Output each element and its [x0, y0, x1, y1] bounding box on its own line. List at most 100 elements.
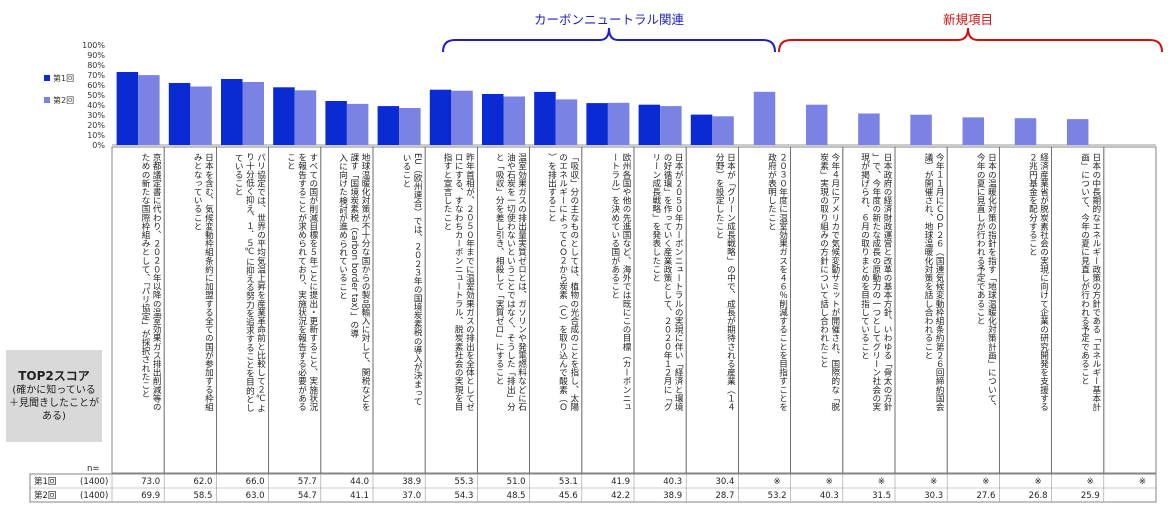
bar-series2	[555, 99, 578, 145]
bar-series1	[429, 89, 452, 145]
table-value: 26.8	[1029, 491, 1048, 501]
table-value: 53.1	[559, 477, 578, 487]
table-value: ※	[930, 477, 937, 487]
table-value: ※	[878, 477, 885, 487]
y-tick-label: 50%	[87, 91, 105, 100]
category-label: 日本の中長期的なエネルギー政策の方針である「エネルギー基本計画」について、今年の…	[1080, 153, 1102, 412]
bar-series2	[242, 82, 264, 145]
bar-series1	[325, 101, 347, 145]
group-brackets: カーボンニュートラル関連 新規項目	[442, 12, 1163, 53]
bar-series2	[910, 114, 932, 145]
table-value: 42.2	[611, 491, 630, 501]
table-value: ※	[1034, 477, 1041, 487]
y-tick-label: 60%	[87, 81, 105, 90]
bar-series2	[962, 117, 985, 145]
table-value: 28.7	[715, 491, 734, 501]
legend-label-series1: 第1回	[53, 73, 74, 83]
category-label: 今年４月にアメリカで気候変動サミットが開催され、国際的な「脱炭素」実現の取り組み…	[819, 152, 841, 412]
legend-swatch-series2	[44, 97, 50, 103]
table-value: 40.3	[663, 477, 682, 487]
bar-series2	[1066, 119, 1089, 145]
bar-series2	[190, 86, 212, 145]
category-box	[1103, 146, 1157, 474]
table-value: 37.0	[402, 491, 421, 501]
table-value: 38.9	[402, 477, 421, 487]
bar-series1	[116, 72, 139, 145]
table-value: 62.0	[193, 477, 212, 487]
category-label: 今年１１月にＣＯＰ２６（国連気候変動枠組条約第２６回締約国会議）が開催され、地球…	[923, 152, 945, 412]
bar-series2	[399, 108, 421, 145]
category-label: 日本を含む、気候変動枠組条約に加盟する全ての国が参加する枠組みとなっていること	[192, 153, 213, 411]
table-value: 55.3	[454, 477, 473, 487]
category-label: 日本の温暖化対策の指針を指す「地球温暖化対策計画」について、今年の夏に見直しが行…	[975, 152, 997, 411]
table-value: ※	[773, 477, 780, 487]
table-value: 27.6	[976, 491, 995, 501]
bar-series2	[712, 116, 734, 145]
data-table: n= 第1回 (1400) 第2回 (1400) 73.0 69.9 62.0 58.…	[29, 464, 1157, 503]
bar-series2	[805, 104, 828, 145]
legend: 第1回 第2回	[44, 73, 74, 105]
table-value: 69.9	[141, 491, 160, 501]
table-value: 41.9	[611, 477, 630, 487]
bars	[116, 72, 1089, 145]
bar-series2	[346, 103, 369, 145]
bar-series2	[607, 102, 630, 145]
category-label: 欧州各国や他の先進国など、海外では既にこの目標（カーボンニュートラル）を決めてい…	[610, 152, 632, 411]
category-label: 日本が「グリーン成長戦略」の中で、成長が期待される産業（１４分野）を設定したこと	[714, 153, 736, 411]
table-value: 45.6	[559, 491, 578, 501]
bar-series1	[377, 106, 400, 145]
bar-series1	[273, 87, 295, 145]
category-label: 「吸収」分の主なものとしては、植物の光合成のことを指し、太陽のエネルギーによって…	[546, 153, 579, 412]
y-tick-label: 20%	[87, 121, 105, 130]
table-value: 31.5	[872, 491, 891, 501]
bar-series2	[503, 96, 525, 145]
table-value: 63.0	[246, 491, 265, 501]
table-value: 57.7	[298, 477, 317, 487]
table-value: 53.2	[768, 491, 787, 501]
legend-swatch-series1	[44, 75, 50, 81]
y-tick-label: 30%	[87, 111, 105, 120]
category-label: 京都議定書に代わり、２０２０年以降の温室効果ガス排出削減等のための新たな国際枠組…	[140, 152, 161, 411]
bar-series1	[168, 83, 191, 145]
legend-label-series2: 第2回	[53, 95, 74, 105]
category-label: 経済産業省が脱炭素社会の実現に向けて企業の研究開発を支援する２兆円基金を配分する…	[1027, 152, 1048, 411]
table-value: 44.0	[350, 477, 369, 487]
category-label: ２０３０年度に温室効果ガスを４６％削減することを目指すことを政府が表明したこと	[766, 152, 787, 411]
bar-series2	[451, 90, 473, 145]
table-value: ※	[826, 477, 833, 487]
table-value: 25.9	[1081, 491, 1100, 501]
table-value: 54.7	[298, 491, 317, 501]
table-row1-n: (1400)	[80, 477, 108, 487]
category-label: パリ協定では、世界の平均気温上昇を産業革命前と比較して２℃より十分低く抑え、１．…	[233, 153, 266, 413]
group-bracket-right	[778, 27, 1163, 53]
table-value: 73.0	[141, 477, 160, 487]
bar-series1	[690, 114, 713, 145]
category-label: すべての国が削減目標を５年ごとに提出・更新すること、実施状況を報告することが求め…	[285, 153, 318, 412]
table-row2-label: 第2回	[34, 490, 56, 501]
table-value: 66.0	[246, 477, 265, 487]
bar-series1	[586, 103, 608, 145]
y-tick-label: 100%	[82, 41, 105, 50]
bar-series2	[660, 106, 682, 145]
table-value: 30.4	[715, 477, 734, 487]
top2-score-box: TOP2スコア (確かに知っている＋見聞きしたことがある)	[6, 350, 102, 442]
category-label: 日本政府の経済財政運営と改革の基本方針、いわゆる「骨太の方針」で、今年度の新たな…	[860, 152, 893, 412]
table-value: 48.5	[507, 491, 526, 501]
category-labels: 京都議定書に代わり、２０２０年以降の温室効果ガス排出削減等のための新たな国際枠組…	[111, 146, 1157, 474]
y-tick-label: 0%	[92, 141, 105, 150]
category-label: 日本が２０５０年カーボンニュートラルの実現に伴い「経済と環境の好循環」を作ってい…	[651, 153, 684, 412]
bar-series1	[534, 91, 556, 145]
bar-series2	[753, 91, 776, 145]
category-label: 地球温暖化対策が不十分な国からの製品輸入に対して、関税などを課す「国境炭素税（c…	[338, 152, 371, 411]
table-value: 41.1	[350, 491, 369, 501]
table-value: ※	[1087, 477, 1094, 487]
y-tick-label: 70%	[87, 71, 105, 80]
table-n-label: n=	[87, 464, 100, 474]
table-value: ※	[982, 477, 989, 487]
bar-series2	[294, 90, 317, 145]
table-value: 38.9	[663, 491, 682, 501]
table-value: 51.0	[507, 477, 526, 487]
bar-series1	[638, 104, 661, 145]
table-value: ※	[1139, 477, 1146, 487]
